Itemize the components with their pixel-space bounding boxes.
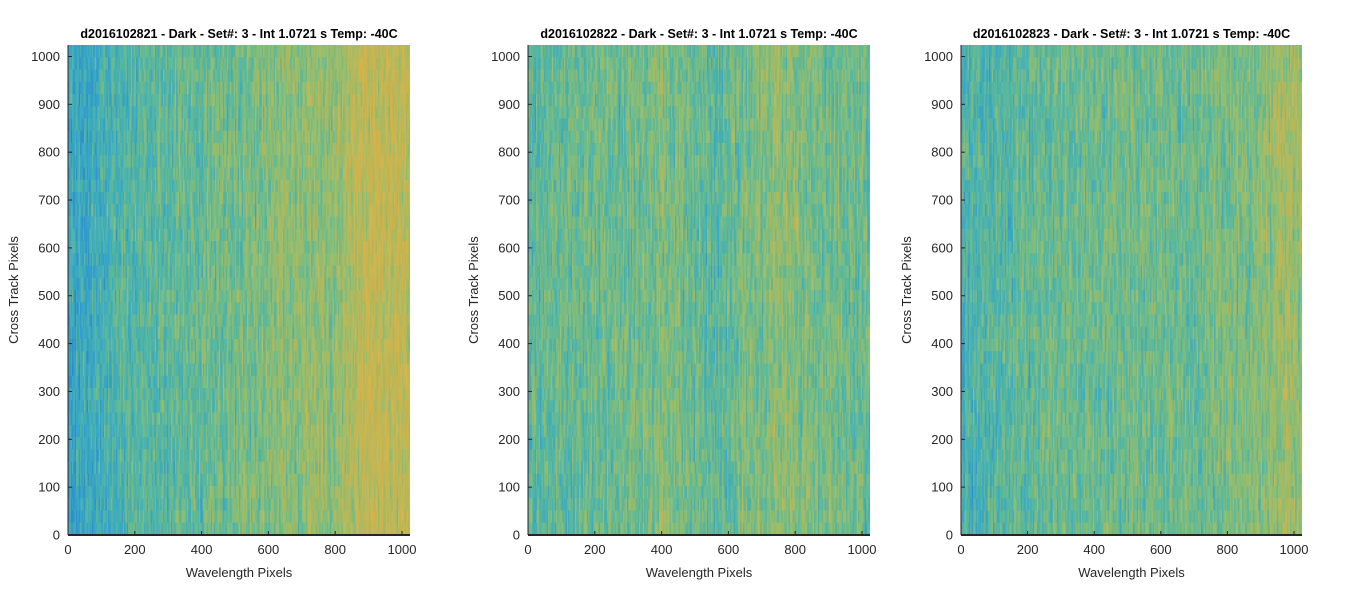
y-tick-label: 1000: [491, 49, 520, 64]
x-tick-label: 800: [1217, 542, 1239, 557]
y-tick-label: 600: [498, 240, 520, 255]
y-tick-label: 700: [931, 193, 953, 208]
y-tick-label: 700: [38, 193, 60, 208]
x-axis-label: Wavelength Pixels: [186, 565, 293, 580]
y-tick-label: 0: [53, 528, 60, 543]
heatmap-image: [528, 45, 870, 535]
x-tick-label: 0: [957, 542, 964, 557]
x-axis-label: Wavelength Pixels: [646, 565, 753, 580]
x-tick-label: 1000: [1280, 542, 1309, 557]
y-tick-label: 300: [931, 384, 953, 399]
y-tick-label: 800: [498, 145, 520, 160]
x-tick-label: 800: [324, 542, 346, 557]
x-tick-label: 400: [1083, 542, 1105, 557]
y-tick-label: 900: [931, 97, 953, 112]
x-tick-label: 0: [524, 542, 531, 557]
y-tick-label: 100: [38, 480, 60, 495]
y-tick-label: 400: [931, 336, 953, 351]
y-tick-label: 500: [931, 288, 953, 303]
y-tick-label: 0: [946, 528, 953, 543]
x-tick-label: 1000: [388, 542, 417, 557]
y-tick-label: 0: [513, 528, 520, 543]
y-tick-label: 400: [498, 336, 520, 351]
x-tick-label: 400: [651, 542, 673, 557]
y-tick-label: 1000: [924, 49, 953, 64]
x-tick-label: 200: [124, 542, 146, 557]
y-tick-label: 500: [38, 288, 60, 303]
y-tick-label: 100: [498, 480, 520, 495]
x-axis-label: Wavelength Pixels: [1078, 565, 1185, 580]
y-tick-label: 400: [38, 336, 60, 351]
panel-3: 0 200 400 600 800 1000 0 100 200 300 400 500 600 700 8…: [899, 27, 1308, 580]
y-tick-label: 800: [931, 145, 953, 160]
y-tick-label: 300: [38, 384, 60, 399]
y-tick-label: 300: [498, 384, 520, 399]
x-tick-label: 600: [718, 542, 740, 557]
y-tick-label: 900: [498, 97, 520, 112]
y-tick-label: 1000: [31, 49, 60, 64]
y-tick-label: 800: [38, 145, 60, 160]
x-tick-label: 200: [1017, 542, 1039, 557]
x-tick-label: 200: [584, 542, 606, 557]
y-tick-label: 600: [931, 240, 953, 255]
y-tick-label: 100: [931, 480, 953, 495]
x-tick-label: 600: [1150, 542, 1172, 557]
panel-title: d2016102822 - Dark - Set#: 3 - Int 1.072…: [540, 27, 857, 41]
heatmap-image: [68, 45, 410, 535]
y-axis-label: Cross Track Pixels: [899, 236, 914, 344]
y-tick-label: 200: [931, 432, 953, 447]
y-tick-label: 200: [498, 432, 520, 447]
panel-title: d2016102823 - Dark - Set#: 3 - Int 1.072…: [973, 27, 1290, 41]
x-tick-label: 1000: [848, 542, 877, 557]
y-axis-label: Cross Track Pixels: [466, 236, 481, 344]
y-tick-label: 200: [38, 432, 60, 447]
panel-2: 0 200 400 600 800 1000 0 100 200 300 400 500 600 700 8…: [466, 27, 876, 580]
panel-title: d2016102821 - Dark - Set#: 3 - Int 1.072…: [80, 27, 397, 41]
panel-1: 0 200 400 600 800 1000 0 100 200 300 400 500 600 700 8…: [6, 27, 416, 580]
heatmap-image: [961, 45, 1302, 535]
x-tick-label: 400: [191, 542, 213, 557]
x-tick-label: 800: [784, 542, 806, 557]
y-tick-label: 500: [498, 288, 520, 303]
y-axis-label: Cross Track Pixels: [6, 236, 21, 344]
y-tick-label: 600: [38, 240, 60, 255]
x-tick-label: 0: [64, 542, 71, 557]
y-tick-label: 900: [38, 97, 60, 112]
x-tick-label: 600: [258, 542, 280, 557]
y-tick-label: 700: [498, 193, 520, 208]
